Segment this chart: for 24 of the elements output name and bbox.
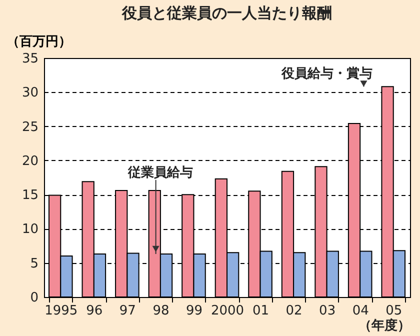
- y-tick-label: 35: [22, 52, 38, 66]
- x-tick-label: 05: [386, 304, 402, 318]
- x-tick-label: 04: [352, 304, 369, 318]
- y-tick-label: 15: [22, 188, 38, 204]
- y-tick-label: 10: [22, 222, 38, 238]
- y-tick-label: 0: [30, 290, 38, 306]
- x-tick-label: 97: [119, 304, 136, 318]
- y-axis-title: （百万円）: [6, 34, 72, 50]
- chart-title: 役員と従業員の一人当たり報酬: [121, 4, 332, 22]
- y-tick-label: 5: [30, 256, 38, 272]
- x-tick-label: 2000: [210, 304, 244, 318]
- x-axis-title: （年度）: [358, 318, 410, 334]
- y-tick-label: 30: [22, 86, 38, 101]
- y-tick-label: 25: [22, 120, 38, 135]
- text: 従業員給与: [126, 166, 193, 181]
- x-tick-label: 98: [152, 304, 170, 318]
- x-tick-label: 01: [252, 304, 270, 318]
- x-tick-label: 03: [319, 304, 336, 318]
- y-tick-label: 20: [22, 154, 38, 169]
- x-tick-label: 1995: [44, 304, 78, 318]
- series-label: 役員給与・賞与: [280, 66, 372, 82]
- x-tick-label: 96: [86, 304, 103, 318]
- x-tick-label: 02: [286, 304, 302, 318]
- x-tick-label: 99: [186, 304, 202, 318]
